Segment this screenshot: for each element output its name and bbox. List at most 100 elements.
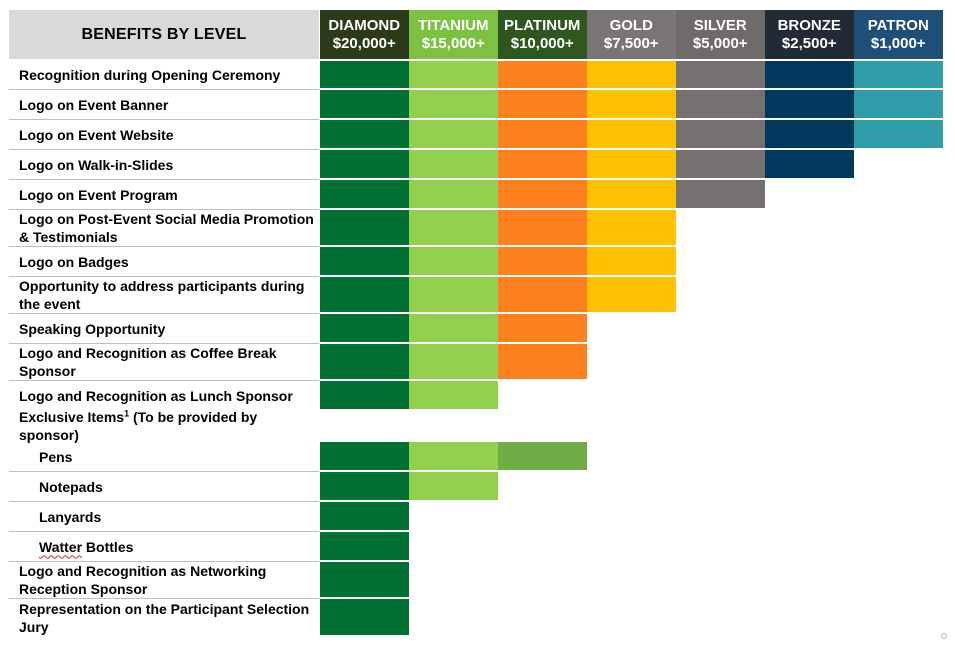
benefit-cell-titanium xyxy=(409,277,498,312)
benefit-cell-titanium xyxy=(409,314,498,342)
level-amount: $5,000+ xyxy=(692,34,748,52)
benefit-text: Logo on Walk-in-Slides xyxy=(19,156,173,174)
benefit-cell-gold xyxy=(587,150,676,178)
benefit-cell-platinum xyxy=(498,61,587,88)
benefit-cell-diamond xyxy=(320,532,409,560)
benefit-name: Opportunity to address participants duri… xyxy=(19,278,305,312)
spellcheck-flagged-word: Watter xyxy=(39,538,83,555)
benefit-name: Notepads xyxy=(39,478,103,495)
level-name: DIAMOND xyxy=(328,16,401,34)
benefit-text: Opportunity to address participants duri… xyxy=(19,277,318,313)
benefit-cell-silver xyxy=(676,120,765,148)
row-divider xyxy=(9,343,319,344)
level-header-silver: SILVER $5,000+ xyxy=(676,10,765,59)
level-name: GOLD xyxy=(609,16,653,34)
benefit-cell-titanium xyxy=(409,210,498,245)
benefit-label: Opportunity to address participants duri… xyxy=(0,277,318,313)
row-divider xyxy=(9,501,319,502)
benefit-text: Speaking Opportunity xyxy=(19,320,165,338)
benefit-cell-titanium xyxy=(409,472,498,500)
level-amount: $1,000+ xyxy=(870,34,926,52)
row-divider xyxy=(9,471,319,472)
benefit-cell-diamond xyxy=(320,344,409,379)
benefit-cell-silver xyxy=(676,90,765,118)
benefit-text: Logo on Post-Event Social Media Promotio… xyxy=(19,210,318,246)
row-divider xyxy=(9,561,319,562)
benefit-cell-diamond xyxy=(320,472,409,500)
benefit-label: Logo on Walk-in-Slides xyxy=(0,150,318,179)
benefit-text: Recognition during Opening Ceremony xyxy=(19,66,280,84)
benefit-cell-bronze xyxy=(765,120,854,148)
level-name: SILVER xyxy=(693,16,747,34)
benefit-cell-titanium xyxy=(409,442,498,470)
level-header-gold: GOLD $7,500+ xyxy=(587,10,676,59)
benefit-cell-titanium xyxy=(409,180,498,208)
row-divider xyxy=(9,89,319,90)
benefit-text: Exclusive Items1 (To be provided by spon… xyxy=(19,408,318,444)
benefit-cell-gold xyxy=(587,90,676,118)
benefit-cell-diamond xyxy=(320,562,409,597)
benefit-cell-diamond xyxy=(320,442,409,470)
benefit-cell-silver xyxy=(676,61,765,88)
benefit-cell-diamond xyxy=(320,314,409,342)
benefit-label: Exclusive Items1 (To be provided by spon… xyxy=(0,408,318,444)
benefit-cell-titanium xyxy=(409,61,498,88)
benefit-cell-platinum xyxy=(498,90,587,118)
benefit-cell-diamond xyxy=(320,277,409,312)
benefit-cell-platinum xyxy=(498,314,587,342)
benefit-cell-platinum xyxy=(498,247,587,275)
table-title: BENEFITS BY LEVEL xyxy=(9,10,319,59)
benefit-label: Logo on Event Banner xyxy=(0,90,318,119)
benefit-cell-platinum xyxy=(498,150,587,178)
row-divider xyxy=(9,276,319,277)
level-amount: $15,000+ xyxy=(421,34,485,52)
benefit-cell-platinum xyxy=(498,180,587,208)
benefit-label: Logo and Recognition as Coffee Break Spo… xyxy=(0,344,318,380)
benefit-label: Speaking Opportunity xyxy=(0,314,318,343)
level-amount: $2,500+ xyxy=(781,34,837,52)
benefit-text: Pens xyxy=(39,448,72,466)
benefit-label: Logo on Badges xyxy=(0,247,318,276)
benefit-cell-diamond xyxy=(320,381,409,409)
level-name: TITANIUM xyxy=(417,16,489,34)
benefit-name: Representation on the Participant Select… xyxy=(19,600,310,635)
benefit-name: Logo and Recognition as Lunch Sponsor xyxy=(19,387,293,404)
benefit-cell-patron xyxy=(854,120,943,148)
row-divider xyxy=(9,598,319,599)
row-divider xyxy=(9,179,319,180)
benefit-cell-titanium xyxy=(409,150,498,178)
level-name: PLATINUM xyxy=(504,16,581,34)
benefit-cell-diamond xyxy=(320,502,409,530)
benefit-text: Notepads xyxy=(39,478,103,496)
benefit-cell-diamond xyxy=(320,90,409,118)
benefit-cell-diamond xyxy=(320,150,409,178)
benefit-cell-diamond xyxy=(320,247,409,275)
benefit-label: Logo and Recognition as Lunch Sponsor xyxy=(0,381,318,410)
benefit-cell-silver xyxy=(676,150,765,178)
level-header-titanium: TITANIUM $15,000+ xyxy=(409,10,498,59)
level-amount: $20,000+ xyxy=(332,34,396,52)
benefit-cell-bronze xyxy=(765,61,854,88)
level-header-bronze: BRONZE $2,500+ xyxy=(765,10,854,59)
level-name: PATRON xyxy=(867,16,929,34)
row-divider xyxy=(9,149,319,150)
benefit-label: Recognition during Opening Ceremony xyxy=(0,61,318,89)
benefit-name: Logo and Recognition as Networking Recep… xyxy=(19,563,267,597)
benefit-name: Recognition during Opening Ceremony xyxy=(19,67,281,83)
benefit-cell-titanium xyxy=(409,344,498,379)
benefit-cell-silver xyxy=(676,180,765,208)
benefit-name: Logo on Event Program xyxy=(19,186,178,203)
benefit-name: Logo on Walk-in-Slides xyxy=(19,156,174,173)
benefit-cell-gold xyxy=(587,210,676,245)
benefit-name: Lanyards xyxy=(39,508,102,525)
benefit-cell-diamond xyxy=(320,120,409,148)
benefit-cell-gold xyxy=(587,120,676,148)
benefit-text: Lanyards xyxy=(39,508,101,526)
benefit-cell-bronze xyxy=(765,90,854,118)
benefit-cell-gold xyxy=(587,277,676,312)
benefit-cell-titanium xyxy=(409,120,498,148)
level-header-patron: PATRON $1,000+ xyxy=(854,10,943,59)
benefit-name: Logo on Event Banner xyxy=(19,96,169,113)
row-divider xyxy=(9,119,319,120)
